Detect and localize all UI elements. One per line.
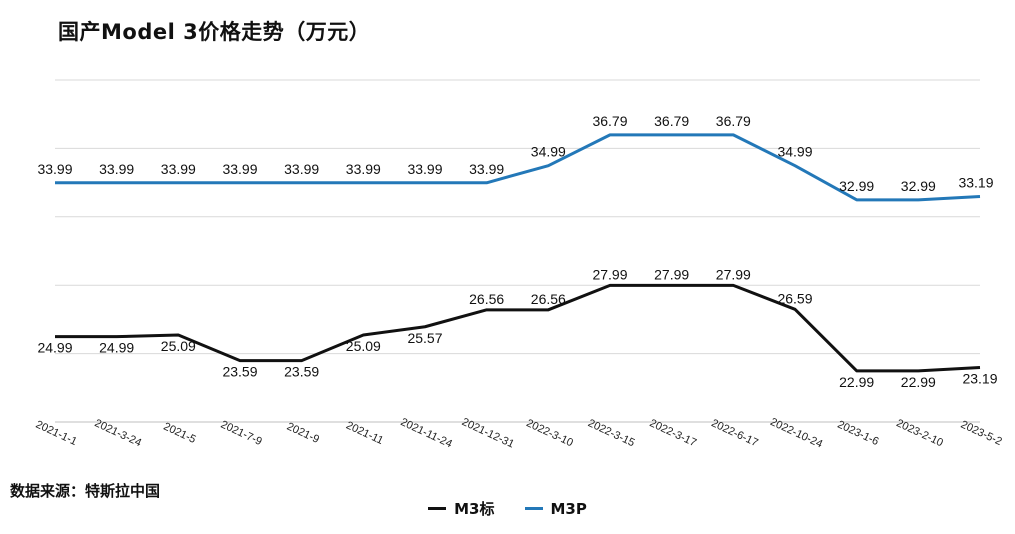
x-tick-label: 2023-5-2 — [959, 419, 1004, 448]
x-tick-label: 2021-12-31 — [460, 416, 516, 451]
data-label-m3: 27.99 — [716, 266, 751, 282]
x-tick-label: 2022-10-24 — [768, 416, 824, 451]
x-tick-label: 2021-5 — [162, 421, 198, 446]
data-label-m3: 23.59 — [222, 364, 257, 380]
data-label-m3: 24.99 — [37, 340, 72, 356]
data-label-m3p: 34.99 — [531, 144, 566, 160]
data-label-m3: 24.99 — [99, 340, 134, 356]
chart-title: 国产Model 3价格走势（万元） — [58, 20, 371, 44]
data-label-m3p: 33.99 — [37, 161, 72, 177]
data-label-m3: 26.56 — [531, 291, 566, 307]
data-label-m3p: 33.99 — [99, 161, 134, 177]
data-label-m3: 23.59 — [284, 364, 319, 380]
data-label-m3: 22.99 — [839, 374, 874, 390]
data-label-m3: 27.99 — [654, 266, 689, 282]
data-label-m3: 25.57 — [407, 330, 442, 346]
data-label-m3p: 32.99 — [839, 178, 874, 194]
x-tick-label: 2021-1-1 — [34, 419, 79, 448]
data-label-m3: 26.56 — [469, 291, 504, 307]
legend-label-m3: M3标 — [454, 500, 495, 518]
legend-item-m3p: M3P — [524, 498, 587, 519]
data-label-m3p: 36.79 — [592, 113, 627, 129]
data-label-m3p: 33.99 — [222, 161, 257, 177]
data-label-m3p: 34.99 — [777, 144, 812, 160]
data-label-m3p: 36.79 — [716, 113, 751, 129]
data-label-m3: 25.09 — [161, 338, 196, 354]
x-tick-label: 2023-1-6 — [835, 419, 880, 448]
legend-swatch-m3 — [428, 507, 447, 510]
series-line-m3p — [55, 133, 981, 202]
data-label-m3: 22.99 — [901, 374, 936, 390]
data-label-m3p: 33.99 — [161, 161, 196, 177]
data-label-m3: 26.59 — [777, 290, 812, 306]
data-label-m3p: 33.99 — [407, 161, 442, 177]
legend-item-m3: M3标 — [428, 498, 495, 519]
data-label-m3p: 33.19 — [958, 174, 993, 190]
data-label-m3p: 36.79 — [654, 113, 689, 129]
series-line-m3 — [55, 283, 981, 373]
x-tick-label: 2021-7-9 — [219, 419, 264, 448]
data-source: 数据来源：特斯拉中国 — [10, 482, 161, 500]
data-label-m3p: 33.99 — [469, 161, 504, 177]
data-label-m3: 25.09 — [346, 338, 381, 354]
data-label-m3p: 33.99 — [284, 161, 319, 177]
data-label-m3: 27.99 — [592, 266, 627, 282]
legend-swatch-m3p — [524, 507, 543, 510]
data-label-m3p: 33.99 — [346, 161, 381, 177]
legend: M3标 M3P — [0, 498, 1015, 519]
data-label-m3: 23.19 — [962, 370, 997, 386]
x-tick-label: 2021-9 — [285, 421, 321, 446]
legend-label-m3p: M3P — [550, 499, 587, 518]
x-tick-label: 2021-11 — [344, 419, 385, 447]
data-label-m3p: 32.99 — [901, 178, 936, 194]
x-tick-label: 2021-11-24 — [399, 416, 454, 450]
